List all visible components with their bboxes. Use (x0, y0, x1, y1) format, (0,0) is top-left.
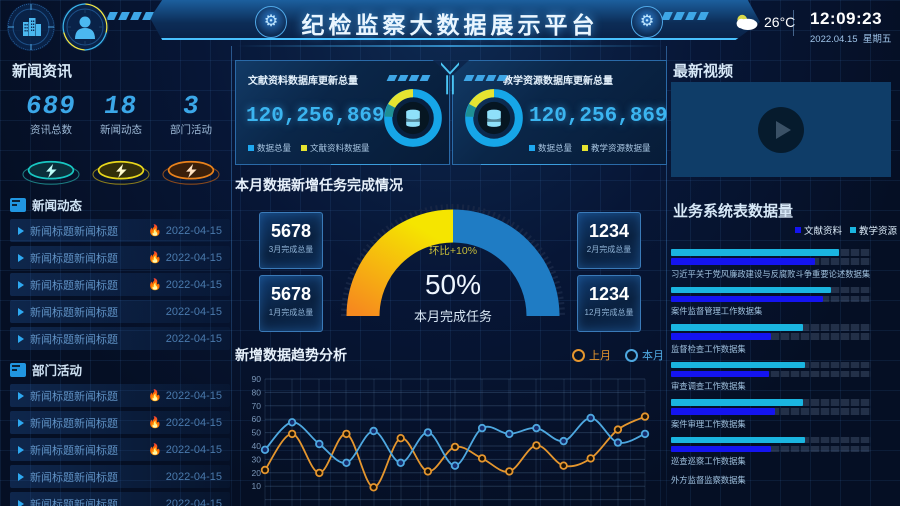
svg-text:90: 90 (252, 374, 262, 384)
svg-text:60: 60 (252, 414, 262, 424)
svg-text:10: 10 (252, 481, 262, 491)
svg-text:20: 20 (252, 468, 262, 478)
svg-text:40: 40 (252, 441, 262, 451)
svg-text:70: 70 (252, 401, 262, 411)
svg-text:50: 50 (252, 428, 262, 438)
svg-text:80: 80 (252, 387, 262, 397)
svg-text:30: 30 (252, 454, 262, 464)
